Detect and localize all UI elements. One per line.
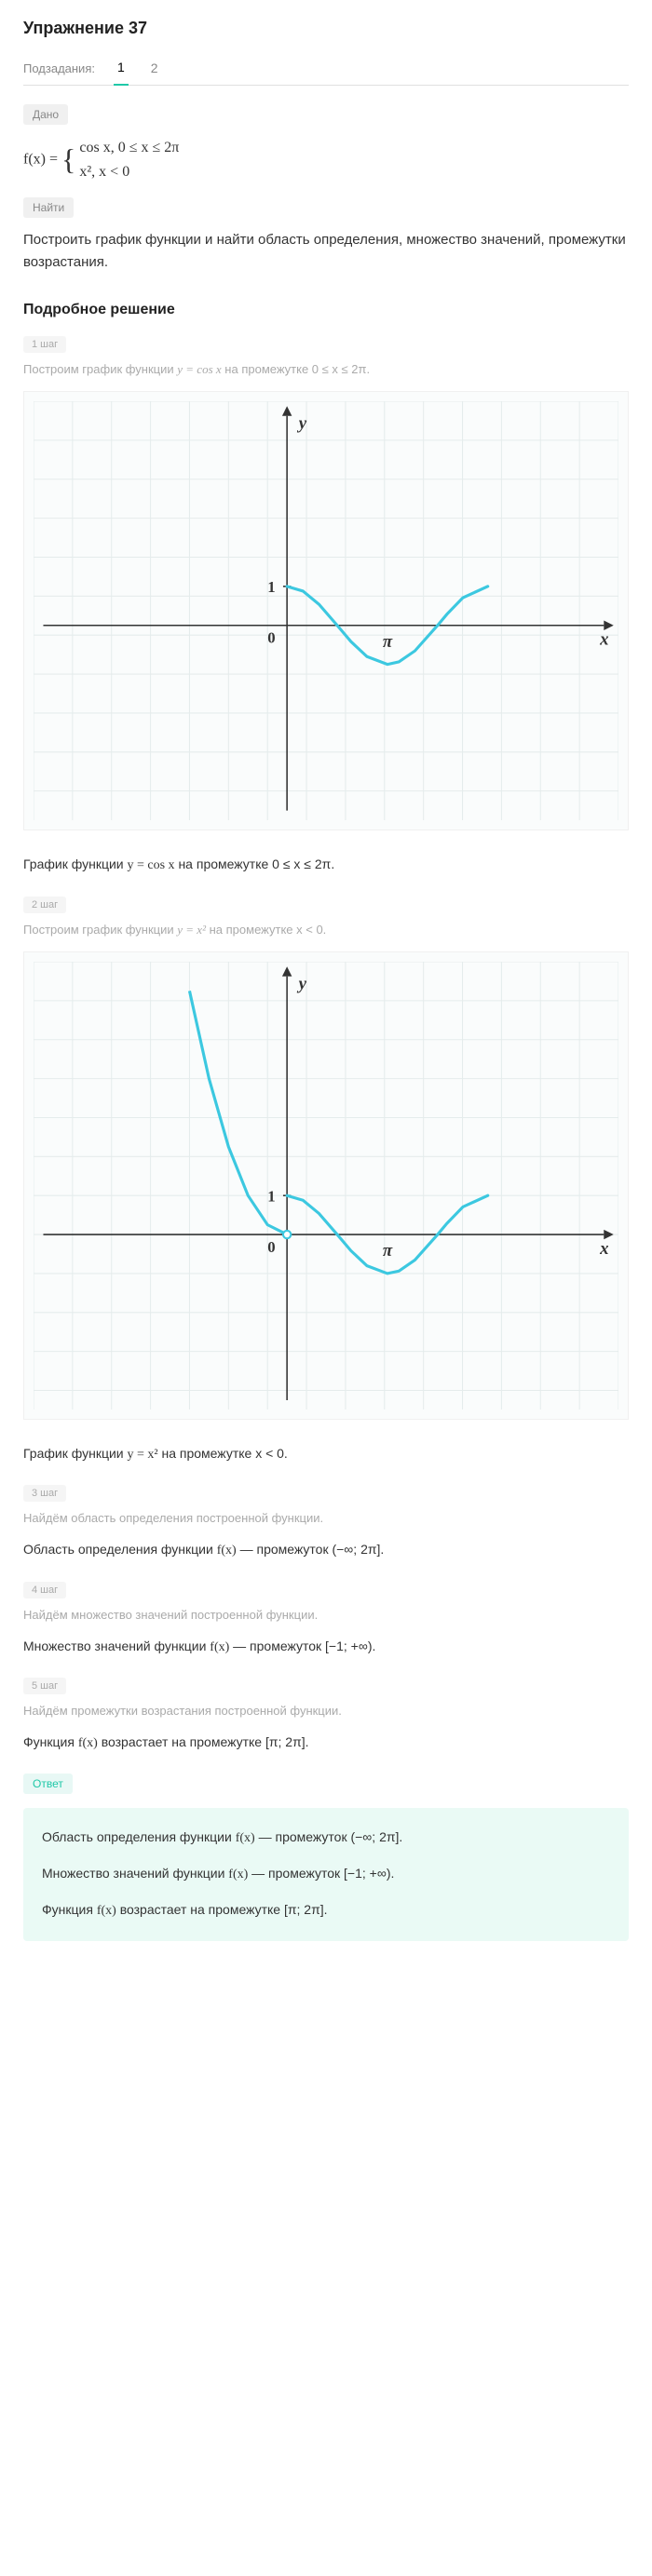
answer-badge: Ответ <box>23 1774 73 1794</box>
answer-line-2: Множество значений функции f(x) — промеж… <box>42 1863 610 1885</box>
step-text-3: Найдём область определения построенной ф… <box>23 1511 629 1525</box>
answer-box: Область определения функции f(x) — проме… <box>23 1808 629 1941</box>
result5-prefix: Функция <box>23 1734 78 1749</box>
solution-heading: Подробное решение <box>23 302 629 318</box>
answer3-suffix: возрастает на промежутке [π; 2π]. <box>120 1902 328 1917</box>
step-text-5: Найдём промежутки возрастания построенно… <box>23 1704 629 1718</box>
svg-text:1: 1 <box>267 578 275 596</box>
svg-text:x: x <box>599 630 608 650</box>
exercise-title: Упражнение 37 <box>23 19 629 38</box>
result4-prefix: Множество значений функции <box>23 1639 210 1653</box>
answer2-prefix: Множество значений функции <box>42 1866 228 1881</box>
result3-math: f(x) <box>217 1544 237 1558</box>
caption1-prefix: График функции <box>23 856 128 871</box>
svg-text:y: y <box>297 974 307 993</box>
subtasks-label: Подзадания: <box>23 61 95 75</box>
caption-2: График функции y = x² на промежутке x < … <box>23 1443 629 1465</box>
step-text-1: Построим график функции y = cos x на про… <box>23 362 629 377</box>
answer2-suffix: — промежуток [−1; +∞). <box>251 1866 394 1881</box>
piecewise: cos x, 0 ≤ x ≤ 2π x², x < 0 <box>79 136 179 183</box>
step2-prefix: Построим график функции <box>23 923 177 937</box>
answer1-suffix: — промежуток (−∞; 2π]. <box>259 1829 403 1844</box>
step2-suffix: на промежутке x < 0. <box>210 923 327 937</box>
subtasks-nav: Подзадания: 1 2 <box>23 52 629 86</box>
result3-suffix: — промежуток (−∞; 2π]. <box>240 1542 385 1557</box>
step-badge-4: 4 шаг <box>23 1582 66 1598</box>
result4-math: f(x) <box>210 1640 229 1654</box>
svg-text:0: 0 <box>267 1238 275 1256</box>
step-text-4: Найдём множество значений построенной фу… <box>23 1608 629 1622</box>
step-text-2: Построим график функции y = x² на промеж… <box>23 923 629 937</box>
chart-2-container: y x 0 1 π <box>23 951 629 1420</box>
step-badge-3: 3 шаг <box>23 1485 66 1502</box>
chart-1-container: y x 0 1 π <box>23 391 629 830</box>
piece-1: cos x, 0 ≤ x ≤ 2π <box>79 136 179 160</box>
answer-line-1: Область определения функции f(x) — проме… <box>42 1827 610 1849</box>
answer3-math: f(x) <box>97 1904 116 1918</box>
result-3: Область определения функции f(x) — проме… <box>23 1539 629 1561</box>
svg-text:x: x <box>599 1239 608 1259</box>
caption2-suffix: на промежутке x < 0. <box>161 1446 287 1461</box>
piece-2: x², x < 0 <box>79 160 179 184</box>
caption1-math: y = cos x <box>128 858 175 872</box>
step3-prefix: Найдём область определения построенной ф… <box>23 1511 323 1525</box>
answer3-prefix: Функция <box>42 1902 97 1917</box>
step-badge-1: 1 шаг <box>23 336 66 353</box>
result4-suffix: — промежуток [−1; +∞). <box>233 1639 375 1653</box>
caption1-suffix: на промежутке 0 ≤ x ≤ 2π. <box>178 856 334 871</box>
formula-lhs: f(x) = <box>23 151 61 167</box>
chart-1: y x 0 1 π <box>34 401 618 820</box>
step5-prefix: Найдём промежутки возрастания построенно… <box>23 1704 342 1718</box>
step4-prefix: Найдём множество значений построенной фу… <box>23 1608 318 1622</box>
svg-text:0: 0 <box>267 629 275 647</box>
answer2-math: f(x) <box>228 1868 248 1881</box>
brace-icon: { <box>61 136 75 183</box>
caption2-prefix: График функции <box>23 1446 128 1461</box>
answer1-math: f(x) <box>236 1831 255 1845</box>
svg-text:1: 1 <box>267 1187 275 1205</box>
problem-statement: Построить график функции и найти область… <box>23 229 629 274</box>
result5-suffix: возрастает на промежутке [π; 2π]. <box>102 1734 309 1749</box>
step-badge-5: 5 шаг <box>23 1678 66 1694</box>
result5-math: f(x) <box>78 1736 98 1750</box>
step2-math: y = x² <box>177 923 206 937</box>
svg-text:π: π <box>383 632 393 652</box>
answer1-prefix: Область определения функции <box>42 1829 236 1844</box>
answer-line-3: Функция f(x) возрастает на промежутке [π… <box>42 1899 610 1922</box>
given-badge: Дано <box>23 104 68 125</box>
step1-suffix: на промежутке 0 ≤ x ≤ 2π. <box>224 362 370 376</box>
result-5: Функция f(x) возрастает на промежутке [π… <box>23 1732 629 1754</box>
caption-1: График функции y = cos x на промежутке 0… <box>23 854 629 876</box>
tab-1[interactable]: 1 <box>114 52 129 86</box>
svg-text:π: π <box>383 1241 393 1261</box>
result3-prefix: Область определения функции <box>23 1542 217 1557</box>
caption2-math: y = x² <box>128 1448 158 1462</box>
find-badge: Найти <box>23 197 74 218</box>
chart-2: y x 0 1 π <box>34 962 618 1409</box>
svg-text:y: y <box>297 413 307 433</box>
step1-prefix: Построим график функции <box>23 362 177 376</box>
formula-display: f(x) = { cos x, 0 ≤ x ≤ 2π x², x < 0 <box>23 136 629 183</box>
result-4: Множество значений функции f(x) — промеж… <box>23 1636 629 1658</box>
step1-math: y = cos x <box>177 362 221 376</box>
step-badge-2: 2 шаг <box>23 897 66 913</box>
tab-2[interactable]: 2 <box>147 53 162 85</box>
